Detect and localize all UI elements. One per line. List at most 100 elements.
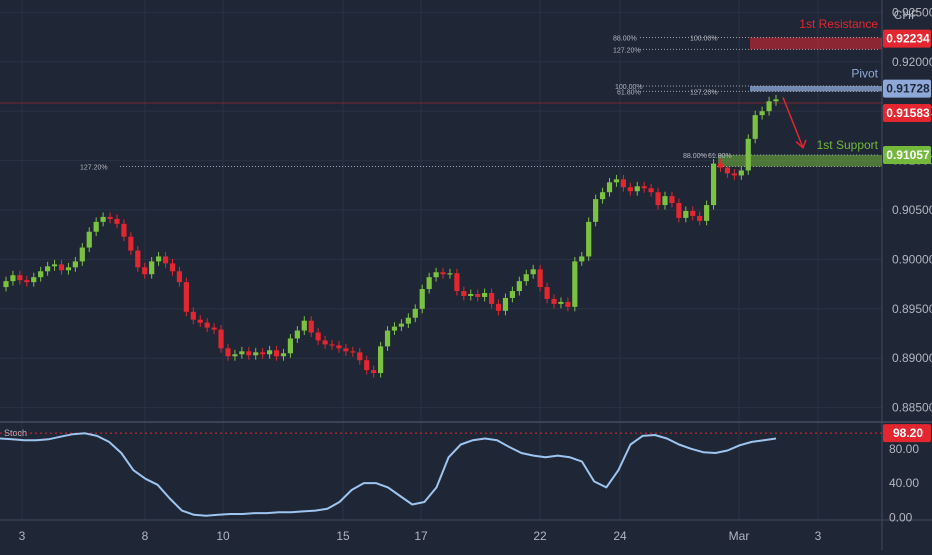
candle-body bbox=[218, 329, 224, 349]
candle-body bbox=[121, 223, 127, 237]
last-price-tag-text: 0.91583 bbox=[886, 106, 930, 120]
resistance-zone bbox=[750, 37, 882, 50]
last-price-tag-bg bbox=[883, 103, 931, 122]
candle-body bbox=[162, 256, 169, 264]
support-fib-label: 88.00% bbox=[683, 153, 707, 160]
candle-body bbox=[211, 327, 217, 330]
candle-body bbox=[294, 330, 300, 339]
candle-body bbox=[586, 221, 592, 257]
candle-body bbox=[516, 281, 522, 292]
candle-body bbox=[371, 370, 377, 374]
price-tick-label: 0.92500 bbox=[892, 5, 932, 19]
candle-body bbox=[322, 340, 328, 345]
candle-body bbox=[648, 188, 654, 193]
forecast-arrow-shaft bbox=[782, 97, 804, 149]
candle-body bbox=[634, 186, 640, 192]
candle-body bbox=[31, 277, 37, 283]
candle-body bbox=[475, 294, 481, 297]
candle-body bbox=[773, 99, 779, 102]
candle-body bbox=[697, 215, 703, 221]
candle-body bbox=[343, 348, 349, 352]
candle-body bbox=[717, 163, 724, 168]
candle-body bbox=[620, 179, 626, 188]
candle-body bbox=[447, 273, 453, 275]
candle-body bbox=[488, 293, 495, 304]
support-fib-label: 61.80% bbox=[708, 153, 732, 160]
candle-body bbox=[38, 271, 44, 278]
candle-body bbox=[655, 192, 661, 206]
support-price-tag-bg bbox=[883, 145, 931, 164]
date-tick-label: 24 bbox=[613, 529, 627, 543]
candle-body bbox=[190, 311, 196, 320]
candle-body bbox=[530, 269, 536, 275]
candle-body bbox=[724, 167, 731, 174]
support-fib-label: 127.20% bbox=[80, 165, 108, 172]
candle-body bbox=[579, 256, 585, 262]
candle-body bbox=[17, 275, 23, 281]
candle-body bbox=[232, 354, 238, 357]
candle-body bbox=[149, 261, 155, 275]
pivot-fib-label: 100.00% bbox=[615, 84, 643, 91]
candle-body bbox=[412, 308, 418, 318]
support-price-tag-text: 0.91057 bbox=[886, 148, 930, 162]
candle-body bbox=[3, 281, 9, 288]
candle-body bbox=[183, 282, 189, 312]
candle-body bbox=[93, 221, 99, 232]
candle-body bbox=[572, 261, 578, 307]
candle-body bbox=[308, 320, 314, 333]
candle-body bbox=[759, 111, 765, 116]
level-zones: 88.00% 127.20% 100.00% 1st Resistance 100.00… bbox=[0, 17, 882, 172]
candle-body bbox=[315, 332, 321, 341]
candle-body bbox=[107, 216, 113, 219]
resistance-price-tag-bg bbox=[883, 29, 931, 48]
price-tick-label: 0.90500 bbox=[892, 203, 932, 217]
candle-body bbox=[454, 273, 460, 292]
price-tick-label: 0.88500 bbox=[892, 401, 932, 415]
candle-body bbox=[72, 261, 78, 268]
date-tick-label: Mar bbox=[729, 529, 750, 543]
candle-body bbox=[537, 269, 543, 288]
candle-body bbox=[156, 256, 162, 262]
candle-body bbox=[24, 280, 30, 283]
candle-body bbox=[599, 192, 606, 200]
candle-body bbox=[336, 345, 342, 349]
date-tick-label: 8 bbox=[142, 529, 149, 543]
candle-body bbox=[544, 287, 550, 299]
price-tick-label: 0.89000 bbox=[892, 351, 932, 365]
candle-body bbox=[440, 272, 446, 275]
candle-body bbox=[669, 196, 675, 204]
candle-body bbox=[204, 322, 210, 328]
candle-body bbox=[509, 291, 515, 298]
forecast-arrow-head bbox=[795, 139, 807, 150]
candle-body bbox=[495, 303, 502, 311]
candle-body bbox=[468, 294, 474, 296]
candle-body bbox=[738, 170, 744, 176]
candle-body bbox=[627, 187, 633, 192]
candle-body bbox=[364, 360, 370, 371]
candle-body bbox=[301, 320, 307, 331]
date-tick-label: 3 bbox=[815, 529, 822, 543]
currency-label: CHF bbox=[894, 8, 919, 22]
candle-body bbox=[731, 173, 737, 176]
price-tick-label: 0.89500 bbox=[892, 302, 932, 316]
candle-body bbox=[377, 346, 384, 374]
resistance-fib-label: 100.00% bbox=[690, 36, 718, 43]
candle-body bbox=[169, 263, 176, 272]
candlestick-series bbox=[3, 94, 807, 378]
candle-body bbox=[65, 267, 72, 271]
candle-body bbox=[391, 326, 398, 331]
candle-body bbox=[766, 101, 772, 112]
resistance-price-tag-text: 0.92234 bbox=[886, 32, 930, 46]
candle-body bbox=[287, 338, 294, 354]
candle-body bbox=[502, 297, 509, 311]
candle-body bbox=[676, 203, 682, 218]
pivot-price-tag-bg bbox=[883, 79, 931, 98]
stoch-tick-label: 0.00 bbox=[889, 510, 913, 524]
candle-body bbox=[398, 323, 405, 327]
candle-body bbox=[142, 267, 148, 275]
candle-body bbox=[86, 231, 92, 248]
support-zone bbox=[718, 154, 882, 167]
candle-body bbox=[683, 210, 689, 218]
candle-body bbox=[135, 250, 141, 268]
